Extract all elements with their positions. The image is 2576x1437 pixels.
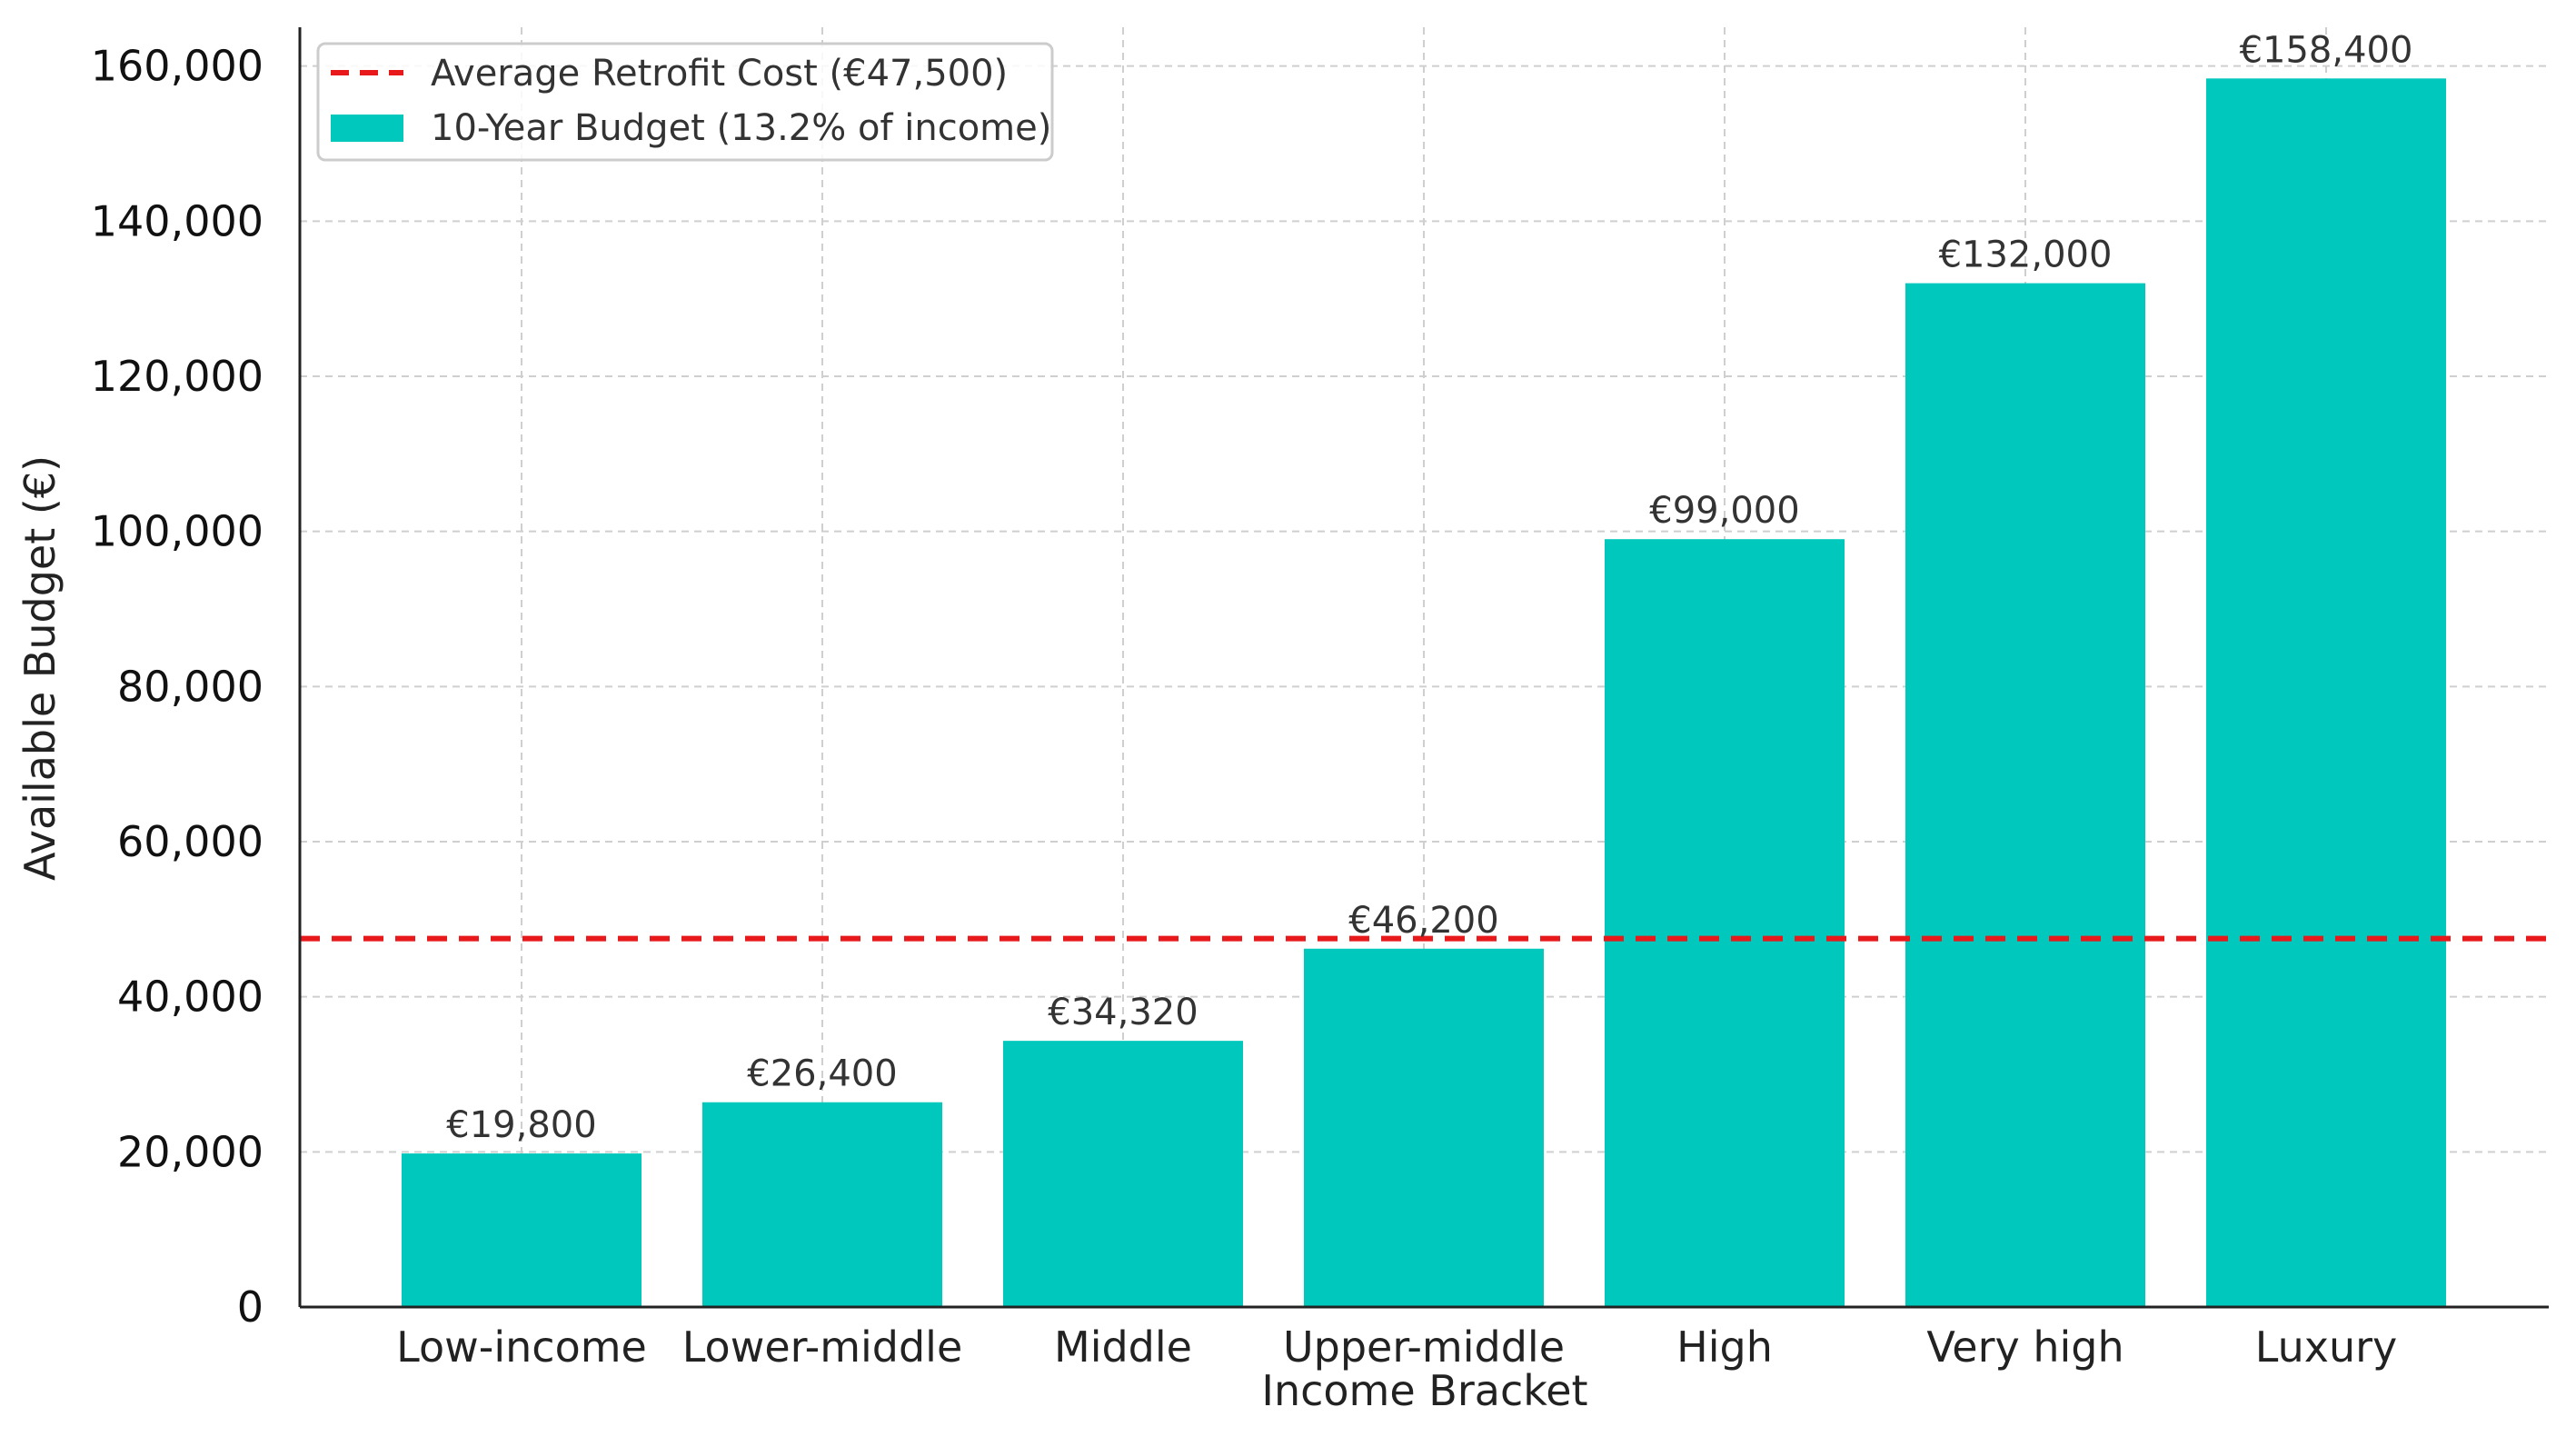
bar: [702, 1102, 942, 1307]
bar: [1003, 1041, 1243, 1307]
bar: [1905, 283, 2145, 1308]
legend-frame: [316, 42, 1054, 162]
axes: 0 20,000 40,000 60,000 80,000 100,000 120,000 1…: [91, 27, 2549, 1372]
legend: Average Retrofit Cost (€47,500) 10-Year …: [316, 42, 1054, 162]
legend-swatch-budget: [331, 115, 403, 142]
x-tick-label: Lower-middle: [682, 1322, 963, 1372]
x-axis-title: Income Bracket: [1261, 1366, 1587, 1415]
x-tick-label: High: [1676, 1322, 1773, 1372]
x-tick-label: Very high: [1926, 1322, 2123, 1372]
bar: [1304, 948, 1544, 1307]
bar-value-label: €19,800: [446, 1104, 596, 1146]
x-tick-label: Upper-middle: [1283, 1322, 1565, 1372]
x-tick-label: Low-income: [396, 1322, 647, 1372]
y-tick-label: 100,000: [91, 507, 264, 556]
bar-value-label: €34,320: [1048, 992, 1198, 1033]
value-labels: €19,800 €26,400 €34,320 €46,200 €99,000 €132,…: [446, 29, 2412, 1146]
y-tick-label: 60,000: [117, 817, 264, 866]
bar-value-label: €99,000: [1649, 490, 1799, 532]
x-tick-label: Luxury: [2255, 1322, 2398, 1372]
bar: [2206, 78, 2446, 1308]
legend-label-budget: 10-Year Budget (13.2% of income): [431, 107, 1051, 149]
y-tick-label: 20,000: [117, 1127, 264, 1176]
y-tick-label: 40,000: [117, 973, 264, 1022]
legend-label-reference-line: Average Retrofit Cost (€47,500): [431, 53, 1008, 95]
y-tick-label: 160,000: [91, 42, 264, 91]
bar-value-label: €26,400: [747, 1053, 897, 1095]
y-tick-label: 80,000: [117, 662, 264, 711]
bar-value-label: €132,000: [1939, 235, 2113, 276]
y-tick-label: 120,000: [91, 352, 264, 401]
bars: [402, 78, 2446, 1308]
bar-value-label: €158,400: [2240, 29, 2413, 71]
y-axis-title: Available Budget (€): [15, 455, 65, 881]
bar: [402, 1153, 642, 1307]
x-tick-label: Middle: [1054, 1322, 1192, 1372]
y-tick-label: 140,000: [91, 196, 264, 245]
bar: [1605, 539, 1845, 1307]
y-tick-label: 0: [237, 1282, 264, 1332]
bar-value-label: €46,200: [1348, 900, 1498, 942]
